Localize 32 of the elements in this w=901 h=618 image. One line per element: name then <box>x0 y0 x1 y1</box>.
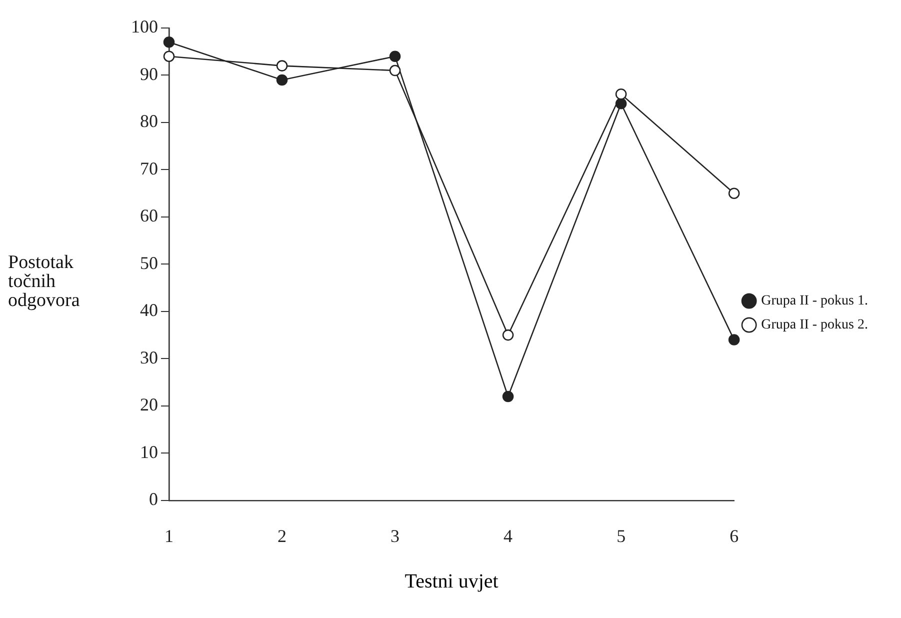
x-tick-label: 5 <box>616 526 626 546</box>
y-tick-label: 60 <box>140 206 158 226</box>
y-tick-label: 40 <box>140 300 158 320</box>
y-tick-label: 0 <box>149 489 158 510</box>
x-tick-label: 2 <box>278 526 287 546</box>
point <box>728 188 740 199</box>
y-tick-label: 30 <box>140 347 158 368</box>
y-tick-label: 90 <box>140 64 158 84</box>
point <box>615 88 627 100</box>
y-tick-label: 70 <box>140 158 158 178</box>
y-tick-label: 80 <box>140 111 158 132</box>
point <box>728 334 740 346</box>
x-tick-label: 1 <box>164 526 174 546</box>
point <box>389 50 401 62</box>
y-tick-label: 10 <box>140 442 158 462</box>
y-axis-title: Postotak točnih odgovora <box>8 252 81 311</box>
point <box>502 329 514 341</box>
legend-label: Grupa II - pokus 1. <box>761 294 868 309</box>
point <box>163 50 175 62</box>
y-tick-label: 20 <box>140 394 158 415</box>
y-tick-label: 50 <box>140 252 158 273</box>
point <box>502 390 514 402</box>
x-tick-label: 3 <box>390 526 400 546</box>
point <box>389 64 401 76</box>
legend-label: Grupa II - pokus 2. <box>761 318 868 333</box>
point <box>276 74 288 86</box>
y-tick-label: 100 <box>131 16 158 37</box>
x-tick-label: 4 <box>504 526 513 546</box>
x-axis-title: Testni uvjet <box>404 570 499 592</box>
x-tick-label: 6 <box>730 526 739 546</box>
point <box>276 60 288 72</box>
point <box>163 36 175 48</box>
